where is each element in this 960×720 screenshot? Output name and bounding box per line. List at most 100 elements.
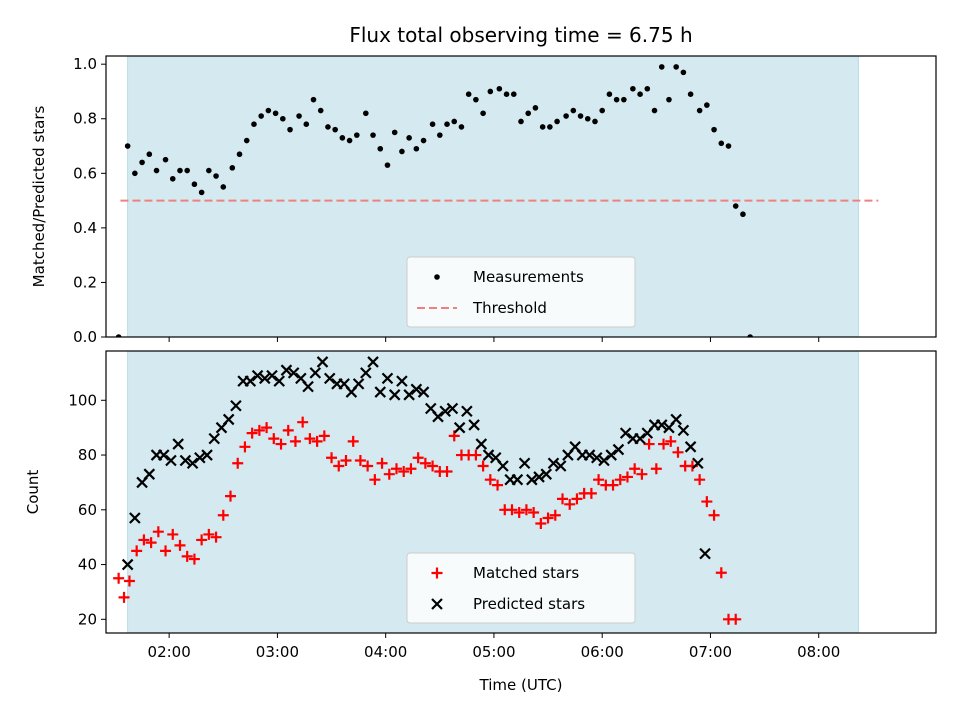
measurement-point [296, 113, 302, 119]
predicted-star-point [554, 460, 567, 472]
legend-box [406, 552, 636, 624]
matched-star-point [470, 449, 482, 461]
measurement-point [687, 91, 694, 97]
chart-title: Flux total observing time = 6.75 h [349, 23, 692, 47]
x-tick-label: 03:00 [256, 643, 299, 661]
legend-label: Measurements [473, 268, 584, 286]
predicted-star-point [540, 468, 553, 480]
matched-star-point [477, 460, 489, 472]
measurement-point [451, 118, 458, 125]
matched-star-point [535, 517, 547, 529]
measurement-point [651, 107, 658, 114]
measurement-point [317, 107, 324, 114]
matched-star-point [694, 474, 706, 486]
measurement-point [584, 115, 591, 122]
matched-star-point [650, 463, 662, 475]
y-tick-label: 0.4 [73, 219, 97, 237]
predicted-star-point [461, 405, 473, 418]
measurement-point [332, 126, 338, 133]
matched-star-point [492, 479, 504, 491]
matched-star-point [701, 496, 713, 508]
matched-star-point [239, 441, 251, 453]
matched-star-point [145, 537, 157, 549]
predicted-star-point [497, 460, 509, 472]
measurement-point [229, 165, 236, 171]
matched-star-point [621, 471, 633, 483]
measurement-point [525, 110, 532, 117]
legend-label: Matched stars [473, 564, 579, 582]
measurement-point [725, 143, 732, 149]
measurement-point [554, 118, 560, 125]
predicted-star-point [417, 386, 430, 398]
matched-star-point [113, 572, 125, 584]
measurement-point [169, 175, 176, 182]
predicted-star-point [533, 471, 545, 483]
predicted-star-point [222, 413, 235, 426]
predicted-star-point [208, 432, 221, 445]
measurement-point [658, 64, 665, 70]
y-axis-title: Count [24, 470, 42, 515]
x-axis-title: Time (UTC) [479, 676, 563, 694]
measurement-point [153, 167, 160, 174]
y-tick-label: 60 [78, 501, 97, 519]
y-tick-label: 100 [68, 391, 97, 409]
measurement-point [384, 162, 391, 168]
measurement-point [518, 118, 524, 125]
x-tick-label: 08:00 [797, 643, 840, 661]
matched-star-point [318, 430, 330, 442]
matched-star-point [304, 433, 316, 445]
measurement-point [747, 334, 753, 337]
predicted-star-point [403, 389, 415, 401]
measurement-point [621, 96, 627, 103]
matched-star-point [246, 427, 258, 439]
measurement-point [465, 91, 472, 97]
legend-predicted-swatch [431, 598, 443, 610]
matched-star-point [340, 455, 352, 467]
measurement-point [503, 91, 510, 97]
measurement-point [258, 113, 264, 119]
matched-star-point [131, 545, 143, 557]
predicted-star-point [453, 421, 466, 434]
measurement-point [613, 96, 620, 103]
matched-star-point [326, 452, 338, 464]
predicted-star-point [634, 432, 646, 445]
y-tick-label: 0.0 [73, 328, 97, 346]
legend: Measurements Threshold [406, 256, 636, 328]
matched-star-point [506, 504, 518, 516]
measurement-point [303, 121, 310, 128]
y-tick-label: 80 [78, 446, 97, 464]
matched-star-point [629, 463, 641, 475]
plot-frame [105, 350, 937, 634]
matched-star-point [607, 479, 619, 491]
measurement-point [377, 145, 384, 152]
matched-star-point [210, 531, 222, 543]
matched-star-point [118, 591, 130, 603]
matched-star-point [665, 435, 677, 447]
predicted-star-point [302, 380, 314, 393]
predicted-star-point [121, 558, 134, 571]
measurement-point [637, 91, 643, 97]
measurement-point [363, 110, 369, 117]
x-tick-label: 06:00 [581, 643, 624, 661]
measurement-point [346, 137, 353, 144]
predicted-star-point [619, 427, 632, 439]
predicted-star-point [194, 451, 206, 464]
matched-star-point [672, 446, 684, 458]
legend-measurement-swatch [434, 274, 440, 280]
measurement-point [354, 132, 360, 138]
matched-star-point [441, 465, 453, 477]
measurement-point [644, 85, 651, 92]
measurement-point [547, 124, 553, 130]
measurement-point [236, 151, 243, 158]
predicted-star-point [186, 457, 199, 470]
legend-label: Predicted stars [473, 595, 585, 613]
measurement-point [487, 88, 494, 95]
measurement-point [740, 211, 746, 218]
matched-star-point [297, 416, 309, 428]
matched-star-point [593, 474, 605, 486]
predicted-star-point [598, 454, 610, 467]
predicted-star-point [273, 375, 285, 387]
matched-star-point [181, 550, 193, 562]
measurement-point [251, 121, 257, 128]
